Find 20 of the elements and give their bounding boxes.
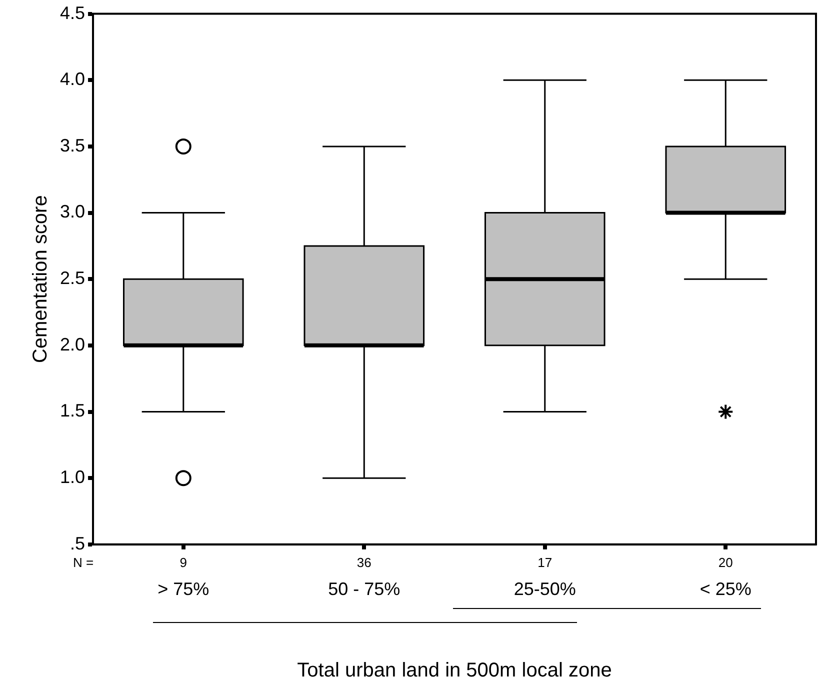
y-tick-label: 4.0 [60, 69, 86, 90]
x-tick-label: 25-50% [514, 579, 576, 600]
y-axis-title: Cementation score [30, 195, 52, 364]
y-tick-label: .5 [70, 533, 86, 554]
x-tick-label: < 25% [700, 579, 752, 600]
y-tick-label: 3.0 [60, 202, 86, 222]
y-tick-label: 2.5 [60, 268, 86, 288]
text: 20 [718, 554, 733, 570]
text: 9 [180, 554, 188, 570]
y-tick-label: 2.0 [60, 334, 86, 354]
text: N = [73, 554, 94, 570]
y-tick-label: 1.5 [60, 400, 86, 421]
text: 36 [356, 554, 372, 570]
y-tick-label: 1.0 [60, 467, 86, 488]
x-tick-label: 50 - 75% [328, 579, 400, 600]
y-tick-label: 4.5 [60, 2, 86, 23]
x-axis-title: Total urban land in 500m local zone [297, 660, 612, 682]
text: 17 [538, 554, 552, 570]
y-tick-label: 3.5 [60, 135, 86, 156]
x-tick-label: > 75% [158, 579, 210, 600]
